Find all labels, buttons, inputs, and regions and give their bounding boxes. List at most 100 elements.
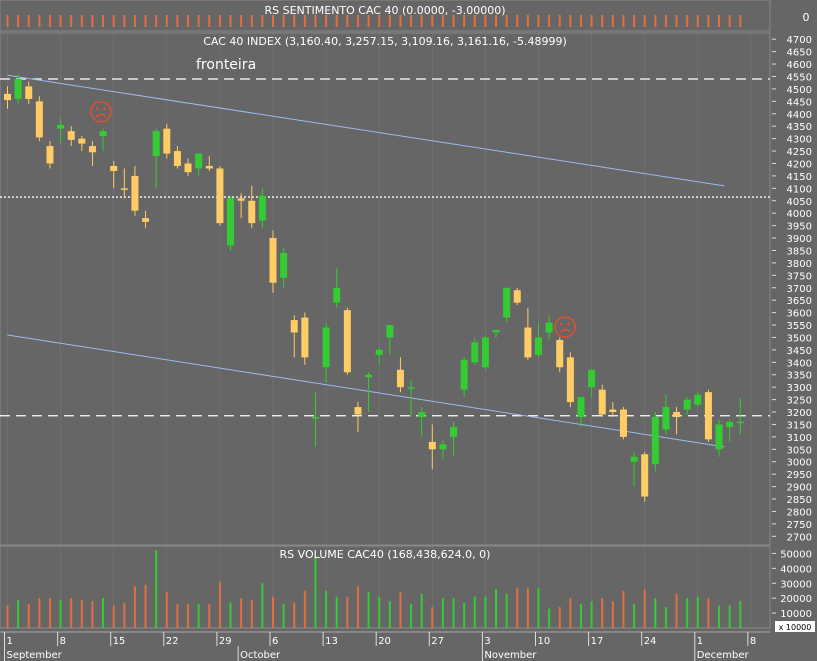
x-tick-label: 13 bbox=[325, 636, 338, 647]
sentiment-bar bbox=[240, 15, 243, 27]
sentiment-bar bbox=[664, 15, 667, 27]
candle-body bbox=[375, 349, 383, 355]
sentiment-bar bbox=[526, 15, 529, 27]
sentiment-panel-frame bbox=[0, 0, 771, 32]
price-tick-label: 3750 bbox=[787, 271, 812, 282]
volume-bar bbox=[548, 608, 551, 628]
price-tick-label: 2700 bbox=[787, 532, 812, 543]
volume-tick-label: 40000 bbox=[780, 564, 812, 575]
sentiment-bar bbox=[144, 15, 147, 27]
sentiment-panel: RS SENTIMENTO CAC 40 (0.0000, -3.00000) … bbox=[0, 0, 810, 32]
candle-body bbox=[641, 454, 649, 497]
candle-body bbox=[513, 290, 521, 303]
volume-bar bbox=[643, 589, 646, 628]
x-tick-label: 27 bbox=[431, 636, 444, 647]
frown-eye bbox=[96, 107, 99, 111]
candle-body bbox=[407, 387, 415, 389]
price-tick-label: 3550 bbox=[787, 321, 812, 332]
candle-body bbox=[386, 325, 394, 338]
sentiment-bar bbox=[218, 15, 221, 27]
sentiment-bar bbox=[112, 15, 115, 27]
candle-body bbox=[481, 337, 489, 368]
sentiment-bar bbox=[622, 15, 625, 27]
candle-body bbox=[173, 151, 181, 166]
horizontal-lines bbox=[0, 78, 770, 417]
sentiment-bar bbox=[250, 15, 253, 27]
sentiment-bar bbox=[718, 15, 721, 27]
volume-tick-label: 50000 bbox=[780, 549, 812, 560]
price-tick-label: 2950 bbox=[787, 470, 812, 481]
volume-bar bbox=[155, 550, 158, 628]
sentiment-bar bbox=[70, 15, 73, 27]
candle-body bbox=[131, 175, 139, 211]
candle-body bbox=[35, 101, 43, 138]
x-tick-label: 15 bbox=[113, 636, 126, 647]
candle-body bbox=[609, 409, 617, 413]
volume-bar bbox=[229, 602, 232, 628]
x-tick-label: 29 bbox=[219, 636, 232, 647]
price-tick-label: 4150 bbox=[787, 172, 812, 183]
sentiment-bar bbox=[505, 15, 508, 27]
volume-bar bbox=[282, 604, 285, 628]
x-tick-label: 6 bbox=[272, 636, 278, 647]
price-tick-label: 4200 bbox=[787, 159, 812, 170]
sentiment-bar bbox=[388, 15, 391, 27]
volume-y-axis: 10000 20000 30000 40000 50000 bbox=[772, 549, 812, 620]
candle-body bbox=[460, 359, 468, 390]
month-label: November bbox=[484, 650, 537, 661]
sentiment-bar bbox=[17, 15, 20, 27]
sentiment-bar bbox=[303, 15, 306, 27]
volume-panel-frame bbox=[0, 545, 771, 629]
trendline bbox=[7, 74, 725, 187]
price-tick-label: 4250 bbox=[787, 147, 812, 158]
volume-bar bbox=[165, 592, 168, 628]
sentiment-bar bbox=[463, 15, 466, 27]
volume-bar bbox=[346, 596, 349, 628]
volume-bar bbox=[240, 598, 243, 628]
sentiment-bar bbox=[197, 15, 200, 27]
volume-bar bbox=[622, 590, 625, 628]
volume-bar bbox=[452, 598, 455, 628]
price-tick-label: 4600 bbox=[787, 60, 812, 71]
volume-tick-label: 10000 bbox=[780, 609, 812, 620]
x-tick-label: 20 bbox=[378, 636, 391, 647]
price-tick-label: 2750 bbox=[787, 520, 812, 531]
x-axis: 1 8 15 22 29 6 13 20 27 3 10 17 24 1 8 September Octobe… bbox=[0, 631, 770, 661]
volume-bar bbox=[473, 596, 476, 628]
volume-bar bbox=[59, 599, 62, 628]
volume-bar bbox=[123, 602, 126, 628]
candles bbox=[4, 74, 744, 502]
sentiment-bar bbox=[59, 15, 62, 27]
volume-tick-label: 30000 bbox=[780, 579, 812, 590]
volume-bar bbox=[686, 598, 689, 628]
sentiment-bar bbox=[590, 15, 593, 27]
candle-body bbox=[184, 163, 192, 173]
price-tick-label: 3650 bbox=[787, 296, 812, 307]
sentiment-bar bbox=[335, 15, 338, 27]
sentiment-bar bbox=[346, 15, 349, 27]
sentiment-bar bbox=[696, 15, 699, 27]
sentiment-bar bbox=[516, 15, 519, 27]
candle-body bbox=[736, 421, 744, 424]
volume-bar bbox=[739, 601, 742, 628]
volume-bar bbox=[17, 599, 20, 628]
volume-bar bbox=[144, 584, 147, 628]
frown-icon bbox=[90, 101, 112, 123]
price-tick-label: 3100 bbox=[787, 433, 812, 444]
candle-body bbox=[651, 417, 659, 465]
sentiment-bar bbox=[155, 15, 158, 27]
volume-bar bbox=[176, 604, 179, 628]
candle-body bbox=[163, 128, 171, 154]
volume-bar bbox=[48, 598, 51, 628]
x-tick-label: 24 bbox=[644, 636, 657, 647]
candle-body bbox=[205, 165, 213, 169]
price-tick-label: 3600 bbox=[787, 309, 812, 320]
volume-bar bbox=[569, 598, 572, 628]
candle-body bbox=[662, 407, 670, 430]
sentiment-bar bbox=[495, 15, 498, 27]
candle-body bbox=[428, 441, 436, 450]
candle-body bbox=[269, 238, 277, 283]
price-tick-label: 4300 bbox=[787, 135, 812, 146]
volume-bar bbox=[335, 596, 338, 628]
